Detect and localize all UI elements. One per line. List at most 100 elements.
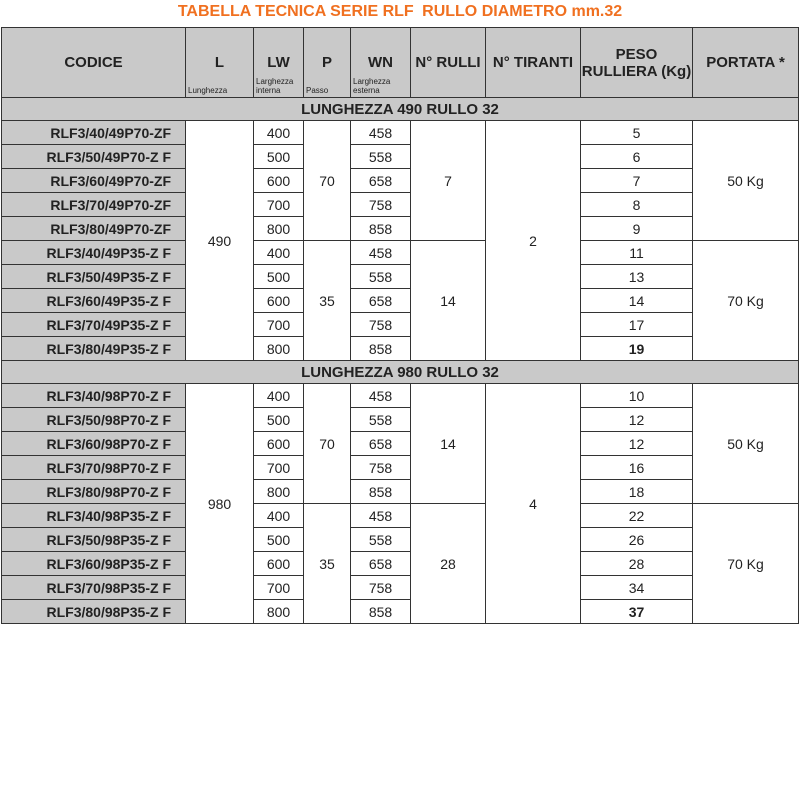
cell-codice: RLF3/80/49P35-Z F [1,336,186,361]
cell-tiranti: 2 [485,120,581,361]
cell-lw: 400 [253,240,304,265]
cell-lunghezza: 980 [185,383,254,624]
section-row: LUNGHEZZA 490 RULLO 32 [1,97,799,121]
cell-rulli: 28 [410,503,486,624]
section-title: LUNGHEZZA 980 RULLO 32 [1,360,799,384]
cell-passo: 70 [303,383,351,504]
cell-peso: 10 [580,383,693,408]
cell-lw: 700 [253,575,304,600]
cell-lw: 800 [253,216,304,241]
cell-lw: 600 [253,288,304,313]
cell-peso: 22 [580,503,693,528]
cell-wn: 658 [350,551,411,576]
cell-wn: 658 [350,431,411,456]
cell-passo: 70 [303,120,351,241]
title-diameter: RULLO DIAMETRO mm.32 [422,3,623,20]
cell-peso: 19 [580,336,693,361]
cell-portata: 50 Kg [692,120,799,241]
column-header-label: WN [368,54,393,71]
cell-portata: 70 Kg [692,503,799,624]
column-header-label: PORTATA * [706,54,785,71]
cell-wn: 458 [350,383,411,408]
cell-codice: RLF3/50/49P35-Z F [1,264,186,289]
cell-codice: RLF3/40/98P70-Z F [1,383,186,408]
column-header-sublabel: Passo [306,86,329,95]
column-header: WN Larghezza esterna [350,27,411,98]
cell-wn: 458 [350,240,411,265]
cell-lw: 700 [253,312,304,337]
cell-tiranti: 4 [485,383,581,624]
cell-lw: 600 [253,431,304,456]
cell-wn: 758 [350,455,411,480]
column-header-sublabel: Larghezza esterna [353,77,391,95]
cell-codice: RLF3/60/49P70-ZF [1,168,186,193]
cell-lw: 500 [253,264,304,289]
column-header-label: N° TIRANTI [492,54,574,71]
cell-rulli: 14 [410,383,486,504]
cell-peso: 26 [580,527,693,552]
table-row: RLF3/60/49P35-Z F 600 658 14 [1,288,799,313]
cell-codice: RLF3/80/49P70-ZF [1,216,186,241]
cell-rulli: 7 [410,120,486,241]
cell-wn: 758 [350,312,411,337]
column-header: PESO RULLIERA (Kg) [580,27,693,98]
cell-lw: 600 [253,168,304,193]
cell-rulli: 14 [410,240,486,361]
cell-peso: 16 [580,455,693,480]
cell-lw: 800 [253,599,304,624]
cell-wn: 658 [350,288,411,313]
cell-peso: 37 [580,599,693,624]
table-row: RLF3/50/49P70-Z F 500 558 6 [1,144,799,169]
cell-lw: 400 [253,383,304,408]
cell-wn: 458 [350,503,411,528]
column-header-sublabel: Lunghezza [188,86,228,95]
cell-codice: RLF3/70/49P35-Z F [1,312,186,337]
table-row: RLF3/80/49P70-ZF 800 858 9 [1,216,799,241]
cell-peso: 11 [580,240,693,265]
cell-peso: 6 [580,144,693,169]
section-row: LUNGHEZZA 980 RULLO 32 [1,360,799,384]
cell-wn: 758 [350,575,411,600]
cell-codice: RLF3/70/98P70-Z F [1,455,186,480]
cell-peso: 18 [580,479,693,504]
table-row: RLF3/60/49P70-ZF 600 658 7 [1,168,799,193]
cell-lw: 500 [253,144,304,169]
cell-codice: RLF3/40/49P70-ZF [1,120,186,145]
column-header: N° RULLI [410,27,486,98]
table-row: RLF3/50/49P35-Z F 500 558 13 [1,264,799,289]
table-row: RLF3/70/49P35-Z F 700 758 17 [1,312,799,337]
cell-codice: RLF3/70/49P70-ZF [1,192,186,217]
column-header-label: LW [267,54,290,71]
table-row: RLF3/50/98P70-Z F 500 558 12 [1,407,799,432]
table-row: RLF3/40/49P35-Z F 400 35 458 14 11 70 Kg [1,240,799,361]
cell-lw: 700 [253,192,304,217]
table-row: RLF3/80/49P35-Z F 800 858 19 [1,336,799,361]
cell-wn: 458 [350,120,411,145]
column-header: P Passo [303,27,351,98]
cell-lw: 800 [253,336,304,361]
table-row: RLF3/70/98P70-Z F 700 758 16 [1,455,799,480]
cell-passo: 35 [303,240,351,361]
column-header-label: N° RULLI [415,54,481,71]
cell-passo: 35 [303,503,351,624]
table-row: RLF3/60/98P35-Z F 600 658 28 [1,551,799,576]
cell-peso: 12 [580,431,693,456]
cell-codice: RLF3/60/49P35-Z F [1,288,186,313]
cell-lunghezza: 490 [185,120,254,361]
cell-lw: 400 [253,503,304,528]
section-title: LUNGHEZZA 490 RULLO 32 [1,97,799,121]
cell-wn: 658 [350,168,411,193]
column-header: L Lunghezza [185,27,254,98]
cell-codice: RLF3/40/98P35-Z F [1,503,186,528]
cell-lw: 700 [253,455,304,480]
cell-peso: 7 [580,168,693,193]
table-row: RLF3/40/98P70-Z F 980 400 70 458 14 4 10 50 Kg [1,383,799,624]
table-row: RLF3/60/98P70-Z F 600 658 12 [1,431,799,456]
cell-wn: 858 [350,216,411,241]
table-row: RLF3/80/98P70-Z F 800 858 18 [1,479,799,504]
column-header-label: P [321,54,332,71]
cell-codice: RLF3/60/98P70-Z F [1,431,186,456]
column-header-label: PESO RULLIERA (Kg) [581,45,692,80]
technical-table: CODICE L Lunghezza LW Larghezza interna P Pass… [1,27,799,624]
column-header: N° TIRANTI [485,27,581,98]
